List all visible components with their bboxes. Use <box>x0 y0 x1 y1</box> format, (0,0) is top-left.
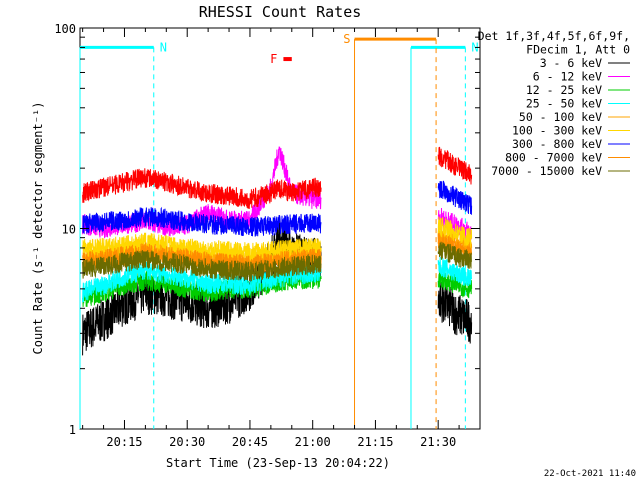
legend-entry-label: 25 - 50 keV <box>526 97 602 111</box>
series-7 <box>82 180 473 237</box>
series-line <box>437 241 473 269</box>
legend-entry-label: 100 - 300 keV <box>512 124 602 138</box>
annotation-s: S <box>343 32 437 429</box>
legend-entry-label: 300 - 800 keV <box>512 137 602 151</box>
y-axis-label: Count Rate (s⁻¹ detector segment⁻¹) <box>31 102 45 355</box>
annotation-f: F <box>270 52 292 66</box>
x-tick-label: 21:00 <box>295 435 331 449</box>
x-tick-label: 21:30 <box>420 435 456 449</box>
chart-title: RHESSI Count Rates <box>199 3 362 21</box>
x-axis-label: Start Time (23-Sep-13 20:04:22) <box>166 456 390 470</box>
legend-entry-label: 3 - 6 keV <box>540 56 602 70</box>
series-line <box>437 269 473 299</box>
legend-header-line: Det 1f,3f,4f,5f,6f,9f, <box>478 29 630 43</box>
series-line <box>82 249 322 282</box>
legend-entry-label: 800 - 7000 keV <box>505 151 602 165</box>
legend-entry-label: 12 - 25 keV <box>526 83 602 97</box>
series-line <box>82 146 322 239</box>
series-line <box>437 207 473 241</box>
x-tick-label: 20:15 <box>106 435 142 449</box>
series-line <box>437 256 473 287</box>
legend: Det 1f,3f,4f,5f,6f,9f,FDecim 1, Att 03 -… <box>478 29 630 178</box>
series-2 <box>82 146 473 241</box>
series-line <box>437 180 473 215</box>
series-layer <box>82 146 473 356</box>
legend-header-line: FDecim 1, Att 0 <box>526 43 630 57</box>
legend-entry-label: 7000 - 15000 keV <box>491 164 602 178</box>
series-line <box>437 281 473 344</box>
x-tick-label: 20:30 <box>169 435 205 449</box>
axis-layer: 1 10 100 20:15 20:30 20:45 21:00 21:15 21:30 <box>54 22 480 449</box>
series-line <box>82 206 322 237</box>
legend-entry-label: 50 - 100 keV <box>519 110 602 124</box>
x-tick-label: 21:15 <box>357 435 393 449</box>
series-9 <box>82 241 473 282</box>
series-1 <box>82 217 473 356</box>
x-tick-label: 20:45 <box>232 435 268 449</box>
y-tick-label: 10 <box>62 223 76 237</box>
annotation-label: N <box>471 40 478 54</box>
annotation-label: F <box>270 52 277 66</box>
footer-timestamp: 22-Oct-2021 11:40 <box>544 469 636 479</box>
annotation-label: S <box>343 32 350 46</box>
legend-entry-label: 6 - 12 keV <box>533 70 602 84</box>
annotation-n: N <box>410 40 479 429</box>
annotation-label: N <box>160 40 167 54</box>
series-line <box>82 168 322 210</box>
series-4 <box>82 256 473 303</box>
y-tick-label: 1 <box>69 423 76 437</box>
series-line <box>82 217 322 356</box>
y-tick-label: 100 <box>54 22 76 36</box>
annotation-layer: N N S F <box>79 32 479 429</box>
series-line <box>437 146 473 185</box>
series-line <box>82 261 322 303</box>
series-10 <box>82 146 473 210</box>
